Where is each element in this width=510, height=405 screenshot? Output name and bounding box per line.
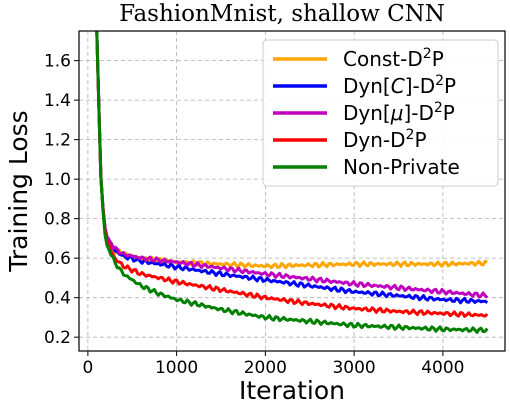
series-line (95, 31, 489, 299)
legend-label: Dyn[C]-D2P (343, 73, 456, 98)
y-tick-label: 0.2 (44, 328, 71, 348)
y-axis-label: Training Loss (4, 110, 33, 272)
legend-box (262, 39, 499, 187)
y-tick-label: 0.4 (44, 289, 71, 309)
legend-label: Const-D2P (343, 46, 444, 71)
x-tick-label: 1000 (155, 358, 198, 378)
x-tick-label: 4000 (421, 358, 464, 378)
series-line (95, 31, 489, 305)
y-tick-label: 0.6 (44, 249, 71, 269)
legend-label: Non-Private (343, 155, 460, 179)
x-tick-label: 3000 (332, 358, 375, 378)
legend-label: Dyn[μ]-D2P (343, 100, 455, 125)
x-tick-label: 2000 (244, 358, 287, 378)
y-tick-label: 1.6 (44, 52, 71, 72)
series-line (95, 31, 489, 334)
chart-title: FashionMnist, shallow CNN (119, 1, 445, 27)
y-tick-label: 1.2 (44, 131, 71, 151)
legend-label: Dyn-D2P (343, 127, 427, 152)
axis-ticks: 0 1000 2000 3000 4000 0.2 0.4 0.6 0.8 1.0 1.2 1.4 1.… (44, 52, 465, 378)
y-tick-label: 0.8 (44, 210, 71, 230)
x-axis-label: Iteration (239, 376, 345, 405)
y-tick-label: 1.0 (44, 170, 71, 190)
series-line (95, 31, 489, 318)
y-tick-label: 1.4 (44, 91, 71, 111)
plot-frame (78, 30, 506, 352)
x-tick-label: 0 (82, 358, 93, 378)
series-lines (95, 31, 489, 334)
